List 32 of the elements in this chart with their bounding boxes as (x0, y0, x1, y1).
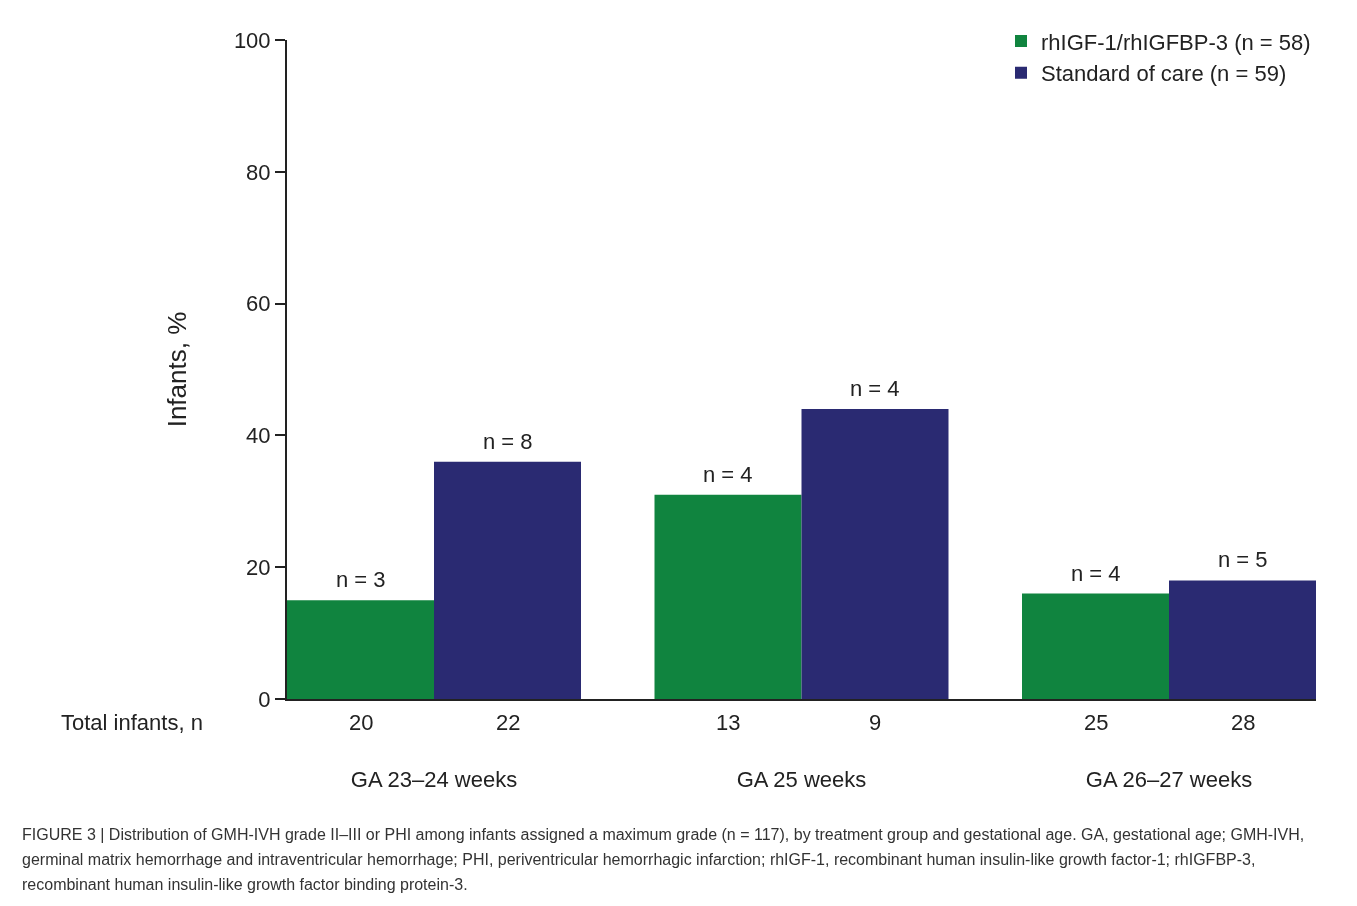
y-tick-label: 0 (258, 686, 271, 712)
x-tick-label: GA 25 weeks (736, 767, 867, 793)
annotation: n = 3 (336, 567, 386, 592)
bar (287, 600, 434, 699)
x-tick-label: GA 23–24 weeks (350, 767, 518, 793)
annotation: n = 4 (850, 376, 900, 401)
y-tick-label: 60 (246, 291, 271, 317)
annotation: n = 4 (703, 462, 753, 487)
annotation: n = 4 (1071, 561, 1121, 586)
caption: FIGURE 3 | Distribution of GMH-IVH grade II–III or PHI among infants assigned a maximum grade (n = 117), by treatment group and gestational age. GA, gestational age; GMH-IVH, germinal matrix hemorrhage and intraventricular hemorrhage; PHI, periventricular hemorrhagic infarction; rhIGF-1, recombinant human insulin-like growth factor-1; rhIGFBP-3, recombinant human insulin-like growth factor binding protein-3. (22, 825, 1306, 895)
x-tick-label: GA 26–27 weeks (1085, 767, 1253, 793)
text: Total infants, n (61, 710, 203, 735)
bar (1169, 580, 1316, 699)
bar (801, 409, 949, 699)
annotation: n = 5 (1218, 547, 1268, 572)
text: 25 (1084, 710, 1109, 735)
y-tick-label: 40 (246, 423, 271, 449)
y-tick-label: 100 (233, 27, 271, 53)
y-axis-title: Infants, % (161, 311, 192, 428)
bar (1022, 593, 1169, 699)
legend-label: Standard of care (n = 59) (1041, 61, 1287, 87)
legend-label: rhIGF-1/rhIGFBP-3 (n = 58) (1041, 29, 1311, 55)
bar (654, 494, 802, 699)
annotation: n = 8 (483, 429, 533, 454)
bar (434, 461, 581, 699)
y-tick-label: 20 (246, 554, 271, 580)
y-tick-label: 80 (246, 159, 271, 185)
text: 13 (716, 710, 741, 735)
text: 20 (349, 710, 374, 735)
text: 22 (496, 710, 521, 735)
text: 28 (1231, 710, 1256, 735)
text: 9 (869, 710, 882, 735)
